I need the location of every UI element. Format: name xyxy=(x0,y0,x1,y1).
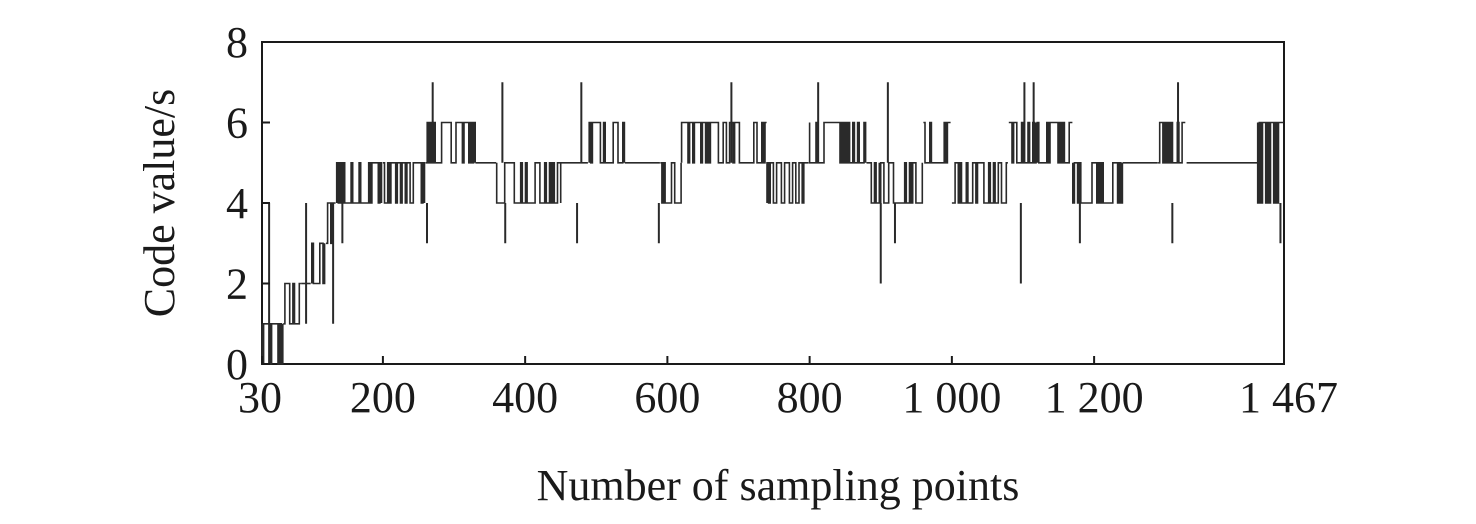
x-tick-label: 1 000 xyxy=(902,373,1001,422)
y-tick-label: 0 xyxy=(226,340,248,389)
y-tick-label: 2 xyxy=(226,260,248,309)
y-tick-label: 6 xyxy=(226,99,248,148)
trace-path xyxy=(923,121,951,164)
trace-segment xyxy=(1036,121,1073,164)
trace-segment xyxy=(335,162,383,204)
x-tick-label: 800 xyxy=(777,373,843,422)
trace-segment xyxy=(1008,121,1037,164)
x-tick-label: 600 xyxy=(634,373,700,422)
x-tick-label: 1 200 xyxy=(1045,373,1144,422)
trace-path xyxy=(951,162,1008,204)
trace-segment xyxy=(1072,162,1124,204)
trace-path xyxy=(660,162,682,204)
x-tick-label: 400 xyxy=(492,373,558,422)
trace-path xyxy=(731,121,767,164)
trace-path xyxy=(326,202,336,245)
x-tick-label: 30 xyxy=(238,373,282,422)
trace-path xyxy=(1036,121,1073,164)
trace-path xyxy=(1158,121,1186,164)
trace-segment xyxy=(951,162,1008,204)
trace-segment xyxy=(731,121,767,164)
trace-path xyxy=(680,121,732,164)
trace-path xyxy=(261,323,284,365)
y-tick-label: 4 xyxy=(226,179,248,228)
trace-segment xyxy=(923,121,951,164)
tick-layer: 30 200 400 600 800 1 000 1 200 1 467 0 2 4 6 8 xyxy=(226,18,1338,422)
trace-segment xyxy=(311,242,326,285)
trace-path xyxy=(1072,162,1124,204)
trace-path xyxy=(335,162,383,204)
trace-segment xyxy=(866,162,881,204)
trace-path xyxy=(879,162,924,204)
x-tick-label: 1 467 xyxy=(1239,373,1338,422)
trace-segment xyxy=(283,282,301,325)
trace-path xyxy=(766,162,809,204)
trace-segment xyxy=(495,162,562,204)
x-axis-title: Number of sampling points xyxy=(537,461,1020,510)
x-tick-label: 200 xyxy=(350,373,416,422)
trace-segment xyxy=(879,162,924,204)
trace-path xyxy=(311,242,326,285)
trace-path xyxy=(283,282,301,325)
trace-segment xyxy=(660,162,682,204)
trace-path xyxy=(1008,121,1037,164)
y-axis-title: Code value/s xyxy=(135,89,184,318)
trace-segment xyxy=(766,162,809,204)
trace-path xyxy=(382,162,426,204)
y-tick-label: 8 xyxy=(226,18,248,67)
trace-segment xyxy=(261,323,284,365)
trace-path xyxy=(495,162,562,204)
trace-path xyxy=(808,121,867,164)
trace-segment xyxy=(1158,121,1186,164)
trace-path xyxy=(588,121,626,164)
trace-path xyxy=(1256,121,1284,204)
trace-segment xyxy=(588,121,626,164)
trace-segment xyxy=(680,121,732,164)
data-layer xyxy=(261,82,1284,365)
trace-segment xyxy=(326,202,336,245)
trace-segment xyxy=(382,162,426,204)
trace-path xyxy=(866,162,881,204)
trace-segment xyxy=(1256,121,1284,204)
trace-segment xyxy=(808,121,867,164)
